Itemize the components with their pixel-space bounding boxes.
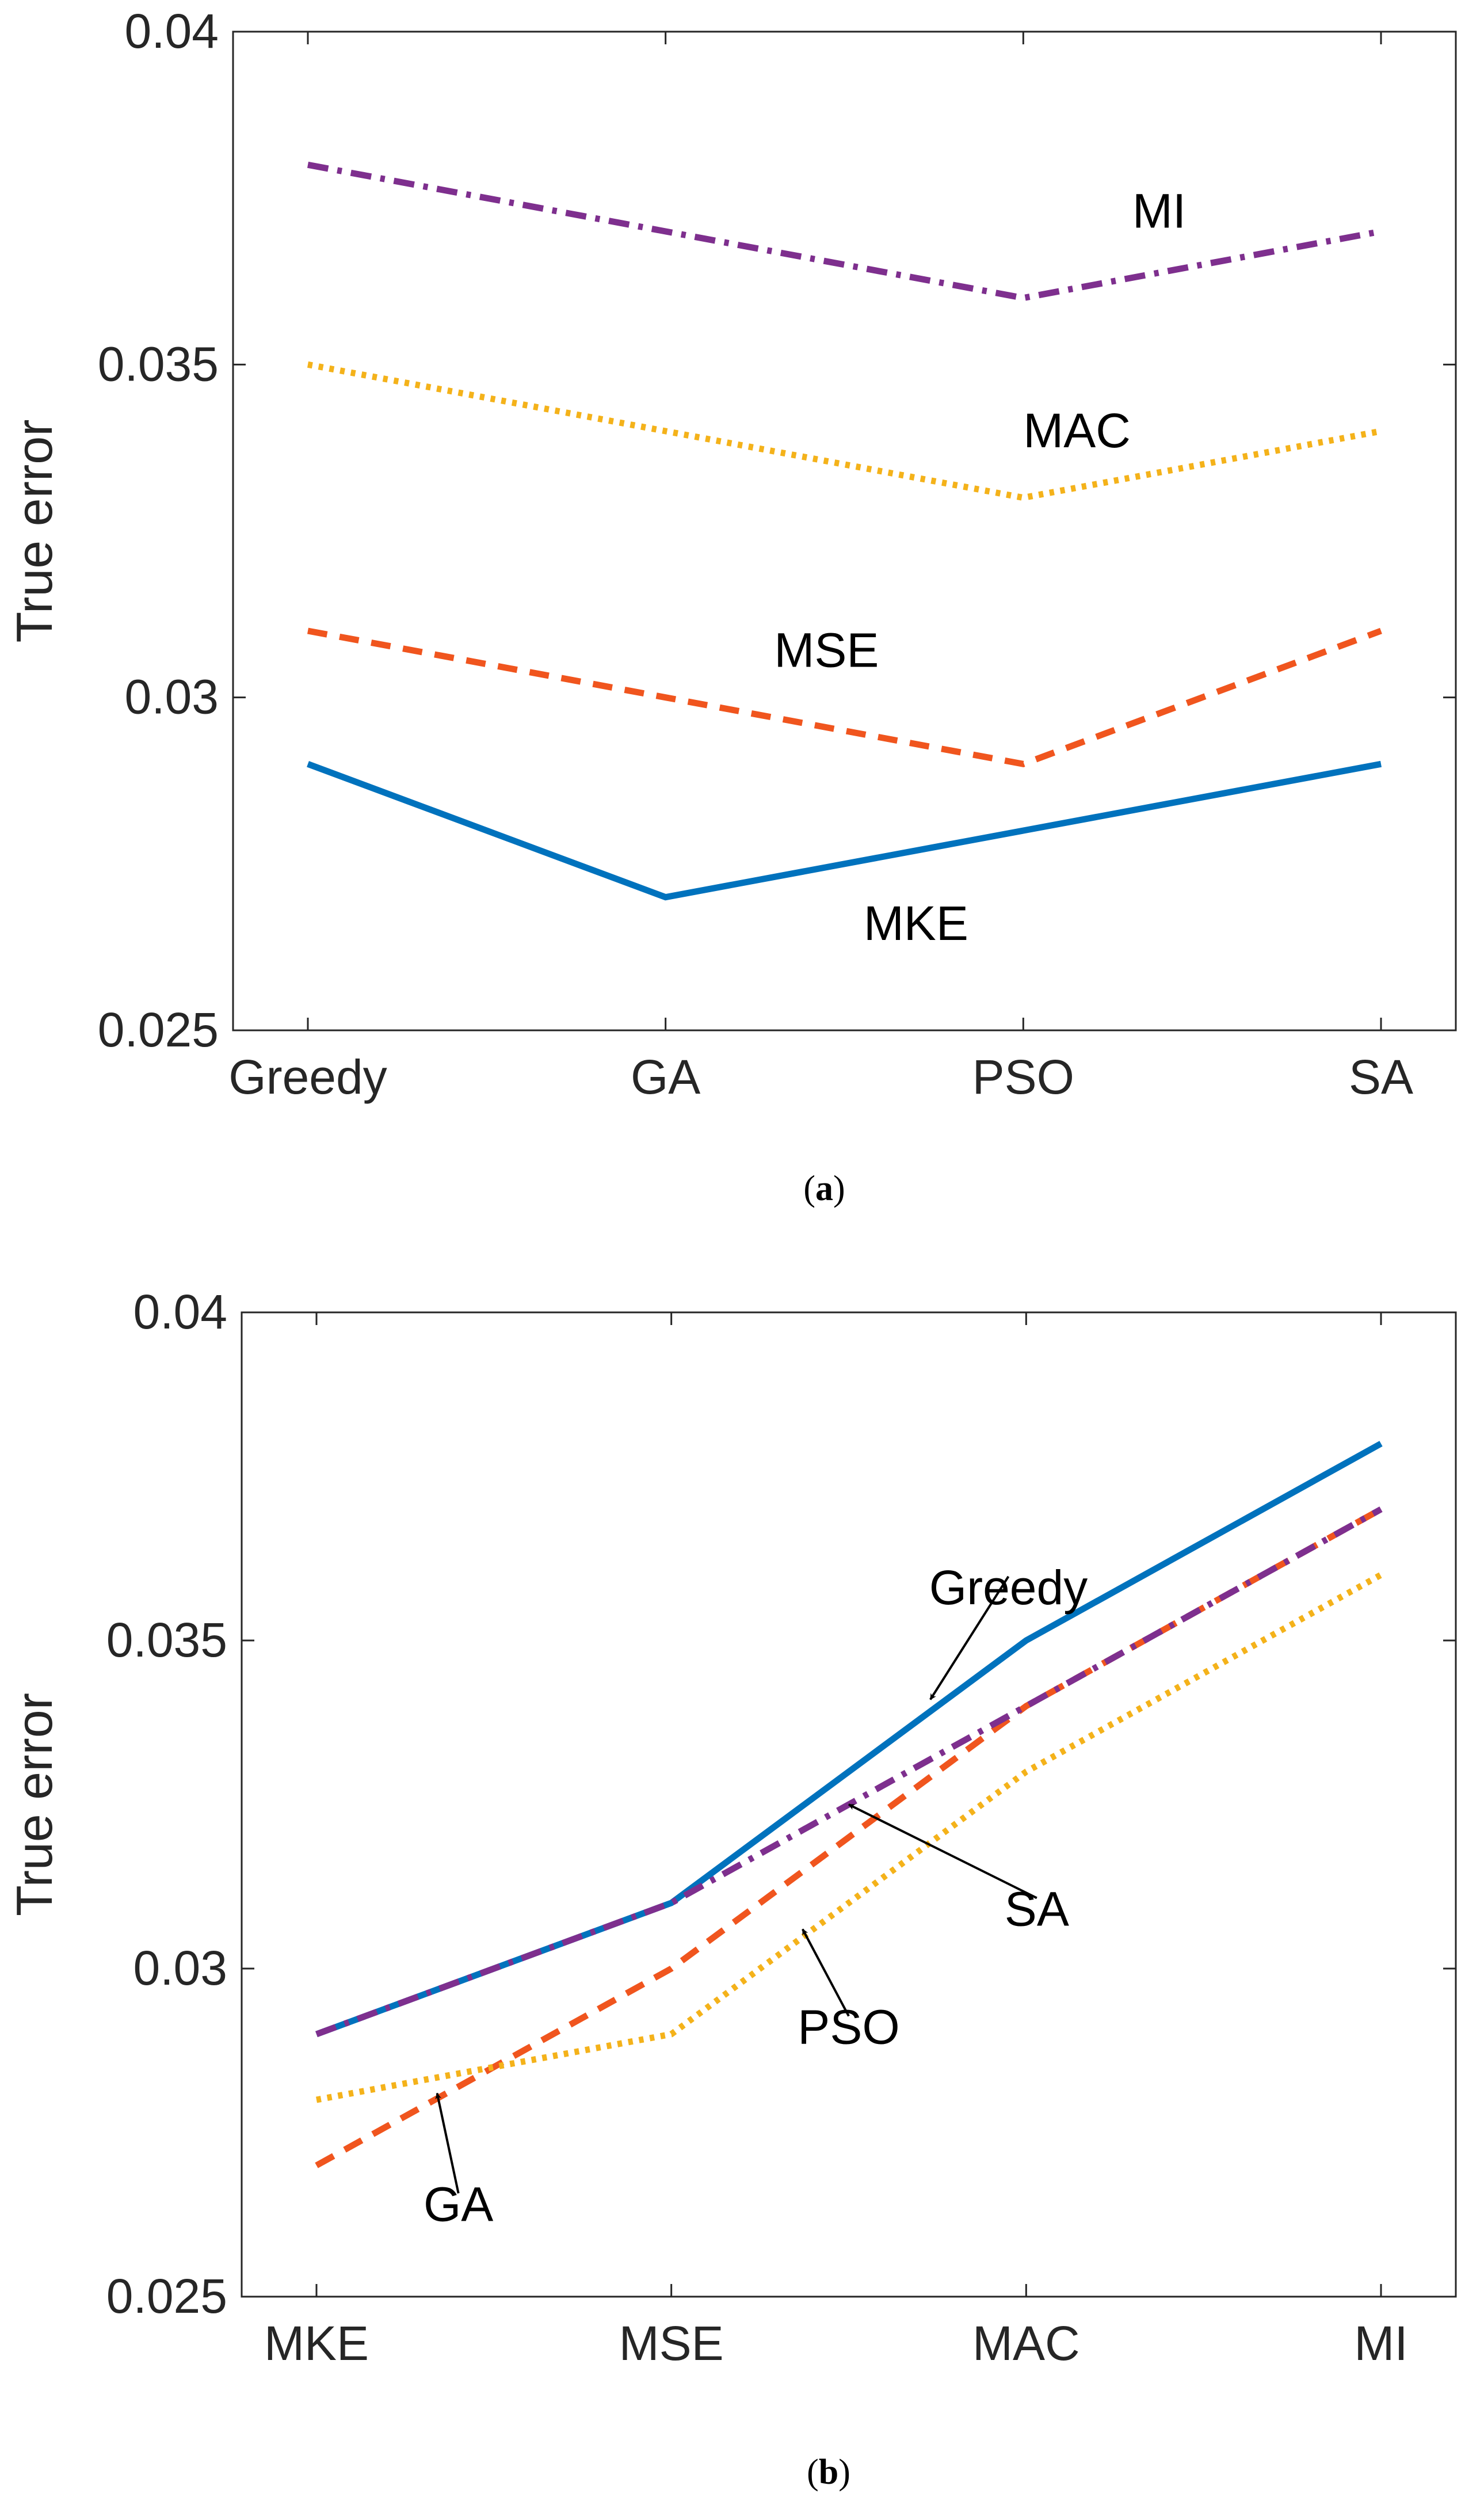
panel-a-series-mi: [307, 161, 1382, 302]
panel-a-annotation-mi: MI: [1132, 184, 1186, 238]
panel-b-ytick-label: 0.035: [106, 1613, 227, 1667]
chart-panel-a: 0.025 0.03 0.035 0.04 Greedy GA PSO SA True erro…: [6, 4, 1457, 1208]
panel-b-xtick-label: MKE: [264, 2316, 369, 2370]
panel-b-annotation-pso: PSO: [798, 2000, 899, 2054]
panel-b-xtick-label: MAC: [972, 2316, 1080, 2370]
panel-b-caption: (b): [807, 2453, 850, 2492]
panel-a-series-mse: [307, 627, 1382, 768]
panel-b-annotation-greedy: Greedy: [929, 1560, 1088, 1615]
panel-a-annotation-mse: MSE: [774, 623, 879, 677]
panel-a-xtick-label: SA: [1349, 1050, 1413, 1104]
panel-a-annotation-mke: MKE: [864, 896, 968, 950]
panel-a-ytick-label: 0.025: [98, 1003, 219, 1057]
panel-a-ytick-label: 0.03: [125, 670, 219, 724]
panel-b-xtick-label: MI: [1354, 2316, 1407, 2370]
panel-b-series-pso: [316, 1572, 1383, 2103]
panel-a-axes-box: [232, 31, 1457, 1031]
panel-b-annotation-arrow: [802, 1928, 850, 2017]
panel-a-ytick-label: 0.04: [125, 4, 219, 58]
panel-b-xtick-label: MSE: [619, 2316, 724, 2370]
panel-b-series-greedy: [315, 1441, 1383, 2038]
panel-b-annotation-arrow: [848, 1803, 1037, 1899]
panel-a-ylabel: True error: [6, 420, 63, 643]
panel-b-series-ga: [315, 1506, 1383, 2168]
panel-b-ylabel: True error: [6, 1693, 63, 1916]
panel-a-annotation-mac: MAC: [1023, 403, 1131, 458]
panel-a-xtick-label: PSO: [972, 1050, 1074, 1104]
panel-b-annotation-arrow: [435, 2092, 460, 2194]
panel-a-xtick-label: GA: [631, 1050, 700, 1104]
panel-b-ytick-label: 0.04: [133, 1285, 228, 1339]
chart-panel-b: 0.025 0.03 0.035 0.04 MKE MSE MAC MI True error G…: [6, 1285, 1457, 2492]
panel-b-annotation-ga: GA: [424, 2177, 493, 2231]
panel-b-annotation-sa: SA: [1005, 1882, 1069, 1936]
panel-b-ytick-label: 0.025: [106, 2269, 227, 2323]
panel-a-ytick-label: 0.035: [98, 337, 219, 391]
panel-a-series-mke: [307, 760, 1382, 901]
panel-b-annotation-arrow: [929, 1575, 1010, 1700]
panel-b-axes-box: [241, 1311, 1457, 2298]
panel-a-series-mac: [307, 361, 1382, 501]
panel-a-caption: (a): [803, 1169, 845, 1208]
panel-a-xtick-label: Greedy: [228, 1050, 387, 1104]
panel-b-ytick-label: 0.03: [133, 1941, 228, 1995]
